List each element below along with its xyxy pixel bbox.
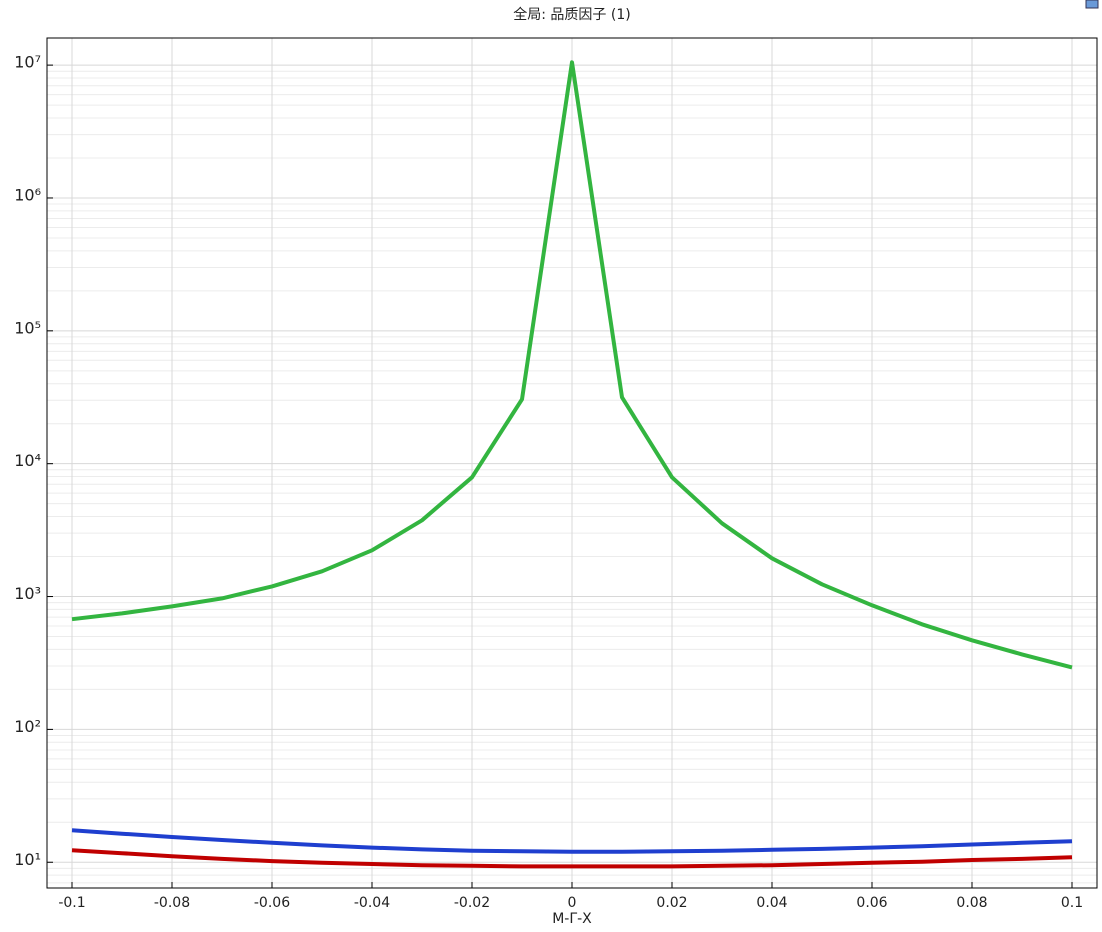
x-tick-label: 0.1 xyxy=(1061,895,1083,911)
chart-title: 全局: 品质因子 (1) xyxy=(513,6,630,23)
x-tick-label: -0.08 xyxy=(154,895,190,911)
x-tick-label: 0.08 xyxy=(956,895,987,911)
x-tick-label: 0 xyxy=(568,895,577,911)
series-line xyxy=(71,848,1073,869)
y-tick-label: 10¹ xyxy=(14,850,41,869)
x-tick-label: 0.06 xyxy=(856,895,887,911)
x-tick-label: -0.02 xyxy=(454,895,490,911)
x-tick-label: -0.06 xyxy=(254,895,290,911)
x-tick-label: -0.04 xyxy=(354,895,390,911)
y-tick-label: 10⁶ xyxy=(14,185,41,204)
y-tick-label: 10⁴ xyxy=(14,451,41,470)
x-tick-label: -0.1 xyxy=(58,895,85,911)
series-line xyxy=(71,60,1073,670)
x-axis-label: M-Γ-X xyxy=(552,911,592,927)
y-tick-label: 10⁷ xyxy=(14,53,41,72)
icon[interactable] xyxy=(1085,0,1099,9)
x-tick-label: 0.04 xyxy=(756,895,787,911)
plot-frame xyxy=(46,37,1098,889)
y-tick-label: 10⁵ xyxy=(14,318,41,337)
x-tick-label: 0.02 xyxy=(656,895,687,911)
y-tick-label: 10³ xyxy=(14,584,41,603)
y-tick-label: 10² xyxy=(14,717,41,736)
series-line xyxy=(71,828,1073,854)
